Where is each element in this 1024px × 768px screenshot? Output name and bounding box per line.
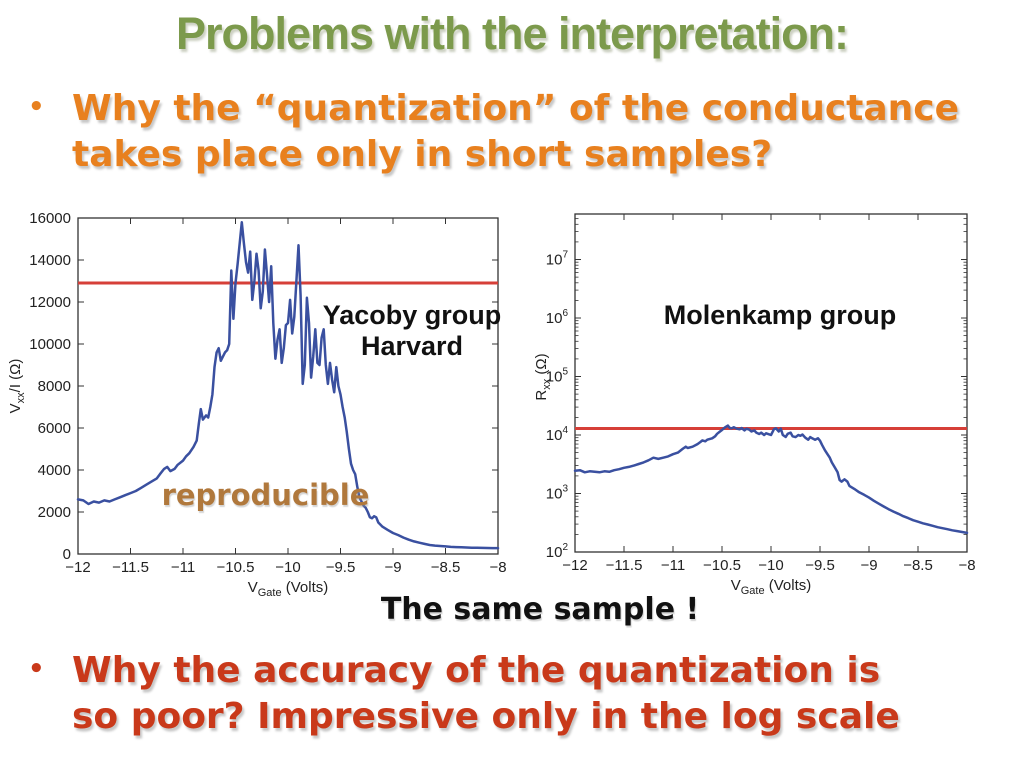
svg-text:Vxx/I (Ω): Vxx/I (Ω) [7,359,27,414]
svg-text:−9.5: −9.5 [326,559,356,576]
svg-text:−11.5: −11.5 [112,559,149,576]
svg-text:−8: −8 [958,557,975,574]
bullet-marker: • [28,92,45,122]
svg-text:−11.5: −11.5 [606,557,643,574]
bullet-line: takes place only in short samples? [72,134,773,175]
reproducible-label: reproducible [161,478,370,512]
svg-text:Rxx (Ω): Rxx (Ω) [533,353,553,400]
yacoby-group-line2: Harvard [360,331,464,361]
svg-text:107: 107 [546,250,569,269]
svg-text:12000: 12000 [29,294,71,311]
svg-text:−11: −11 [661,557,685,574]
svg-text:−12: −12 [562,557,587,574]
bullet-accuracy-text: Why the accuracy of the quantization is … [72,648,900,740]
bullet-line: so poor? Impressive only in the log scal… [72,696,900,737]
bullet-short-samples-text: Why the “quantization” of the conductanc… [72,86,959,178]
molenkamp-group-label: Molenkamp group [663,300,897,330]
svg-text:−9: −9 [860,557,877,574]
svg-text:106: 106 [546,308,569,327]
svg-text:16000: 16000 [29,210,71,227]
svg-text:104: 104 [546,425,569,444]
svg-text:−12: −12 [65,559,90,576]
bullet-line: Why the “quantization” of the conductanc… [72,88,960,129]
yacoby-group-line1: Yacoby group [322,300,502,330]
yacoby-linear-chart: −12 −11.5 −11 −10.5 −10 −9.5 −9 −8.5 −8 0 2000 4000… [7,210,507,599]
svg-text:VGate (Volts): VGate (Volts) [248,579,329,599]
svg-text:−9: −9 [384,559,401,576]
bullet-accuracy: • Why the accuracy of the quantization i… [28,648,900,740]
bullet-short-samples: • Why the “quantization” of the conducta… [28,86,959,178]
svg-text:−10: −10 [758,557,783,574]
bullet-line: Why the accuracy of the quantization is [72,650,881,691]
svg-text:−11: −11 [171,559,195,576]
same-sample-caption: The same sample ! [380,592,700,627]
svg-text:6000: 6000 [38,420,71,437]
svg-text:−8.5: −8.5 [903,557,933,574]
svg-text:103: 103 [546,484,569,503]
svg-text:14000: 14000 [29,252,71,269]
svg-text:−10.5: −10.5 [217,559,255,576]
svg-text:4000: 4000 [38,462,71,479]
svg-text:2000: 2000 [38,504,71,521]
svg-text:−10.5: −10.5 [703,557,741,574]
yacoby-group-label: Yacoby group Harvard [312,300,512,362]
svg-text:−9.5: −9.5 [805,557,835,574]
slide-title: Problems with the interpretation: [175,8,849,59]
svg-text:−8: −8 [489,559,506,576]
svg-text:0: 0 [63,546,71,563]
molenkamp-log-chart: −12 −11.5 −11 −10.5 −10 −9.5 −9 −8.5 −8102103104… [533,213,976,597]
svg-text:−8.5: −8.5 [431,559,461,576]
bullet-marker: • [28,654,45,684]
svg-text:8000: 8000 [38,378,71,395]
svg-text:−10: −10 [275,559,300,576]
svg-text:10000: 10000 [29,336,71,353]
svg-text:VGate (Volts): VGate (Volts) [731,577,812,597]
